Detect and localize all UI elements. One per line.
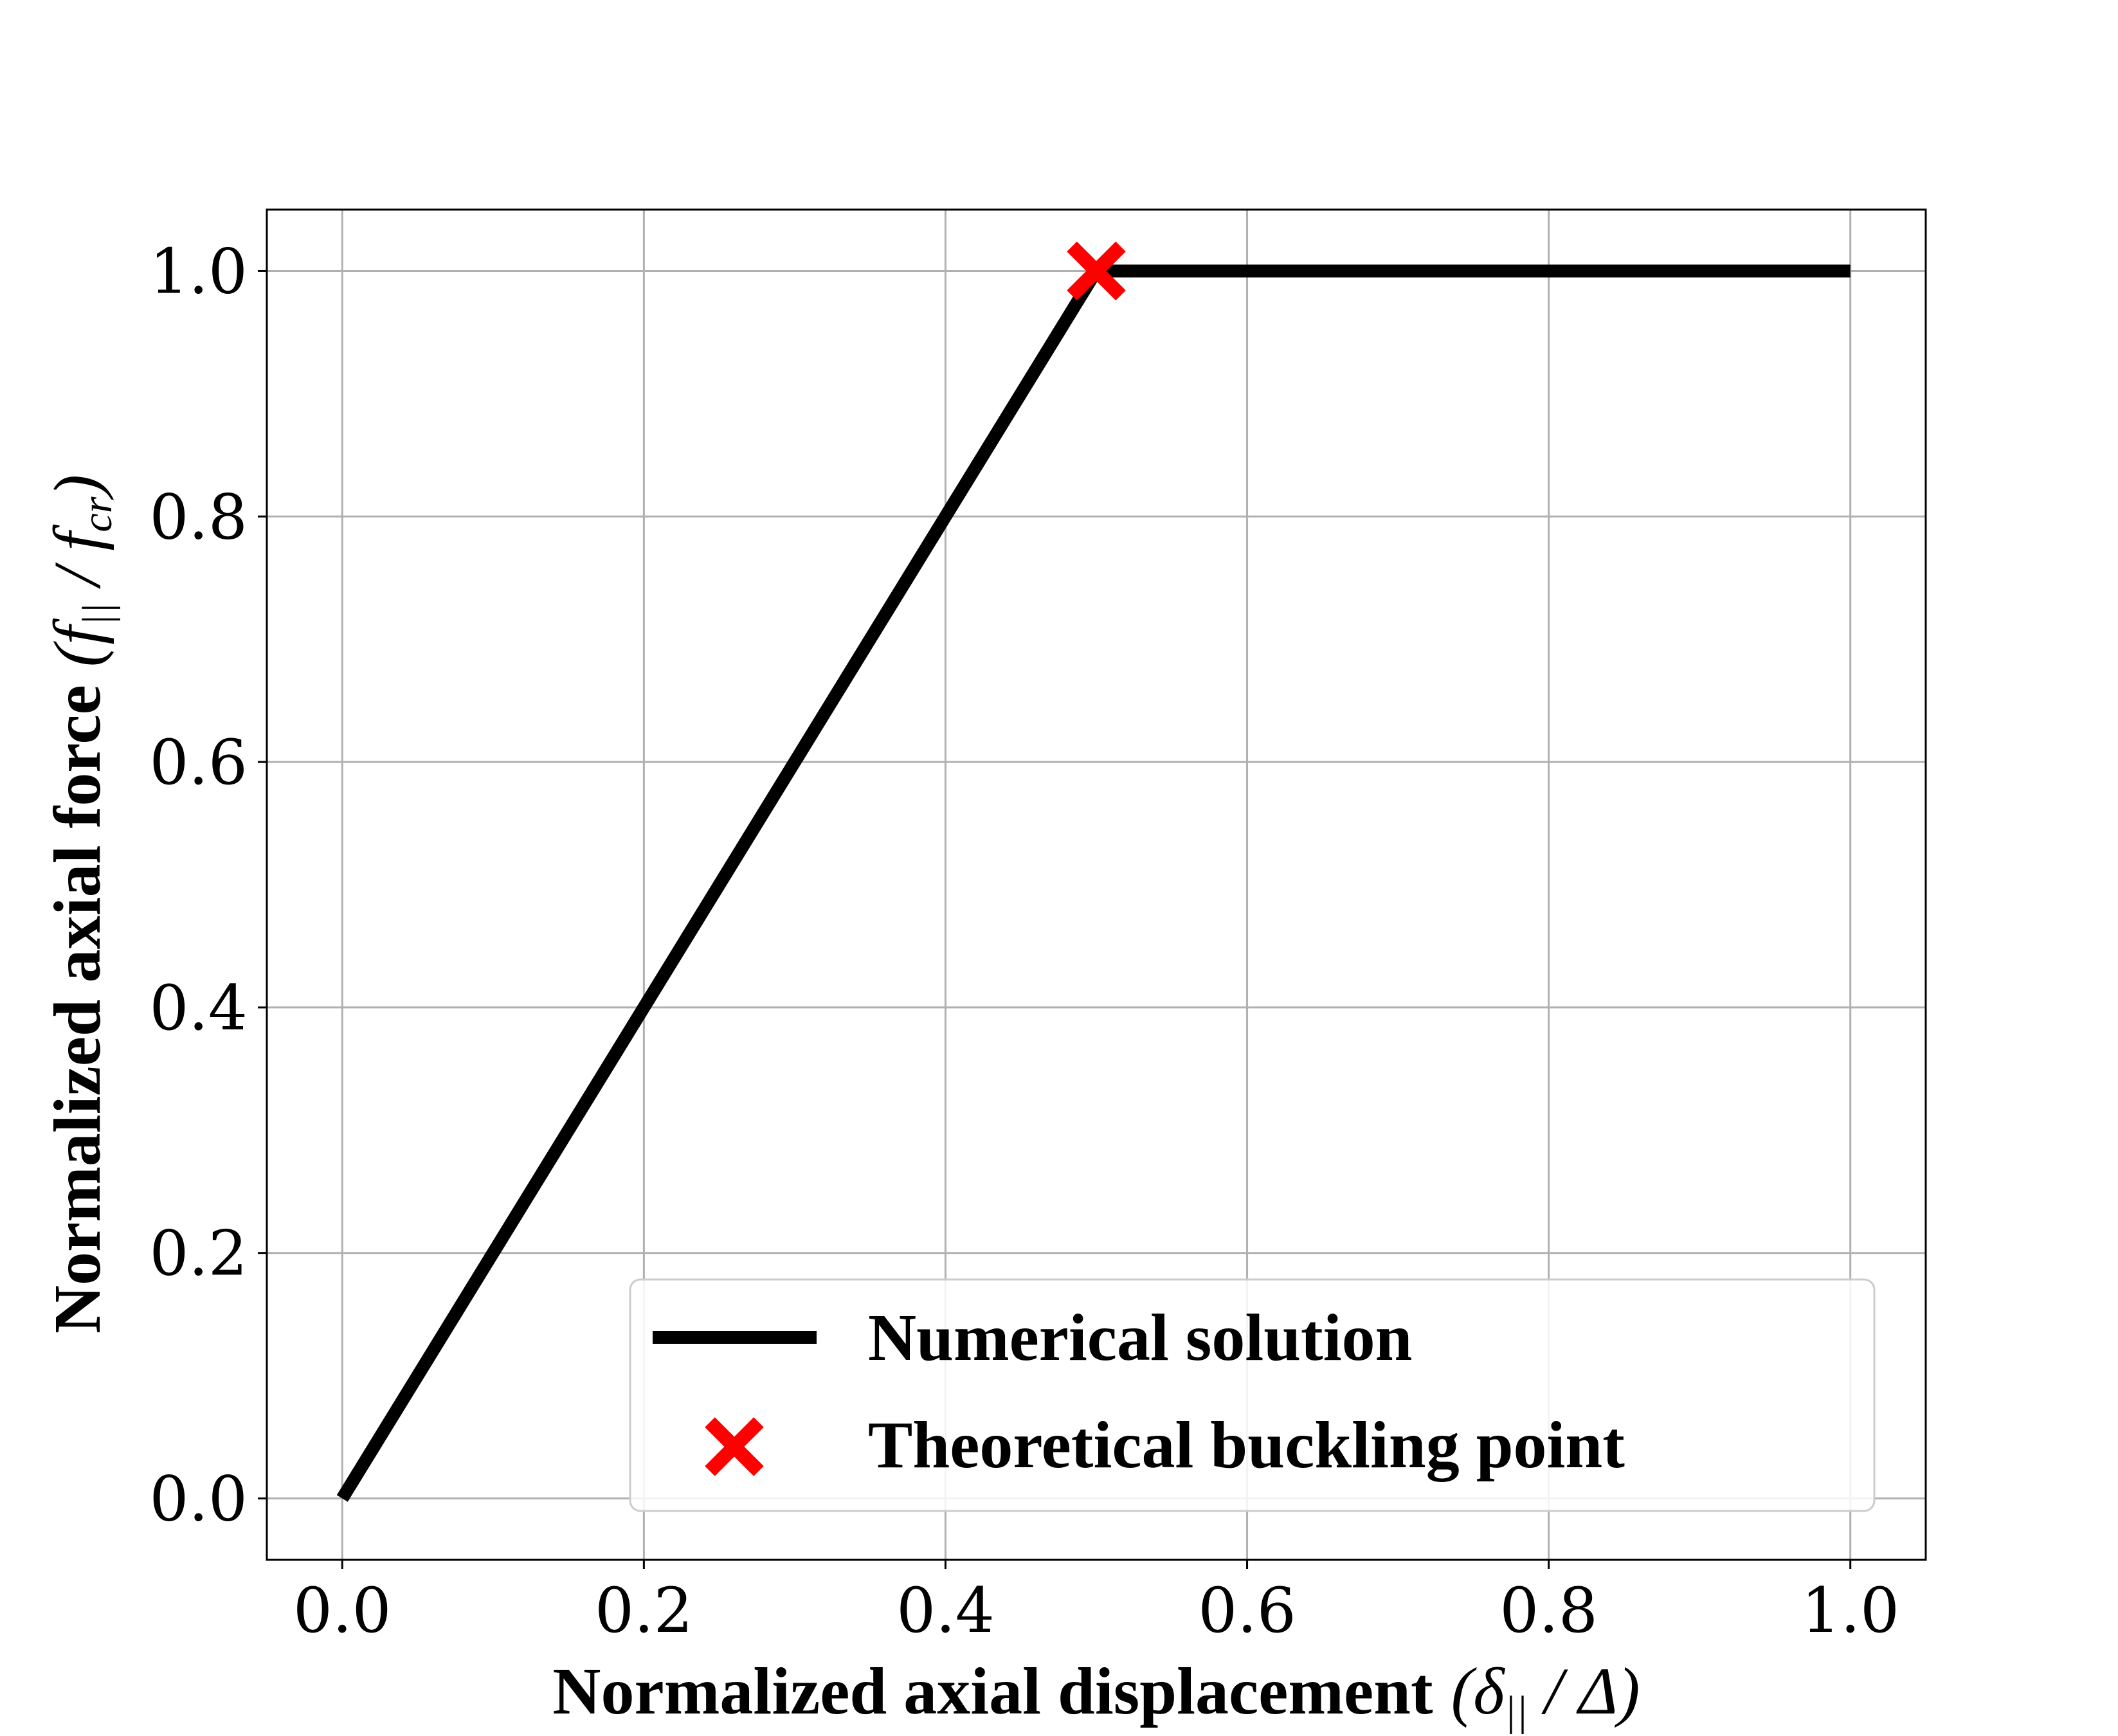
buckling-point-marker-0 xyxy=(1067,241,1126,301)
y-tick-label-0: 0.0 xyxy=(149,1463,248,1535)
y-tick-label-2: 0.4 xyxy=(149,972,248,1044)
legend-label-numerical-solution: Numerical solution xyxy=(868,1301,1412,1375)
x-tick-label-4: 0.8 xyxy=(1499,1575,1598,1647)
y-axis-title-math-mid: / f xyxy=(41,524,114,602)
x-tick-label-5: 1.0 xyxy=(1801,1575,1899,1647)
y-axis-title: Normalized axial force (f|| / fcr) xyxy=(41,475,121,1334)
x-tick-label-1: 0.2 xyxy=(595,1575,693,1647)
plot-series xyxy=(336,241,1851,1502)
y-tick-label-3: 0.6 xyxy=(149,727,248,799)
y-axis-title-math-sub2: cr xyxy=(74,496,121,532)
plot-frame xyxy=(266,208,1927,1561)
x-axis-title: Normalized axial displacement (δ|| / Δ) xyxy=(552,1654,1640,1735)
legend: Numerical solution Theoretical buckling … xyxy=(629,1278,1876,1512)
grid-lines xyxy=(267,210,1926,1560)
legend-label-theoretical-buckling-point: Theoretical buckling point xyxy=(868,1408,1625,1482)
y-axis-title-math-close: ) xyxy=(41,475,114,500)
legend-swatch-marker xyxy=(705,1417,764,1476)
x-axis-title-math-sub: || xyxy=(1505,1688,1528,1735)
legend-x-marker xyxy=(705,1417,764,1476)
y-axis-title-math-sub: || xyxy=(74,602,121,626)
y-tick-label-5: 1.0 xyxy=(149,235,248,307)
x-axis-title-math-open: (δ xyxy=(1451,1654,1506,1728)
legend-x-marker-stroke-b xyxy=(705,1417,764,1476)
x-axis-title-text: Normalized axial displacement xyxy=(552,1654,1433,1728)
legend-box xyxy=(629,1278,1876,1512)
y-tick-label-1: 0.2 xyxy=(149,1218,248,1290)
x-tick-label-0: 0.0 xyxy=(293,1575,392,1647)
y-tick-label-4: 0.8 xyxy=(149,481,248,553)
x-axis-title-math-close: / Δ) xyxy=(1528,1654,1640,1728)
x-tick-label-3: 0.6 xyxy=(1198,1575,1296,1647)
y-axis-title-math-open: (f xyxy=(41,619,114,667)
buckling-point-marker-0-stroke-b xyxy=(1067,241,1126,301)
axis-ticks: 0.0 0.2 0.4 0.6 0.8 1.0 0.0 0.2 0.4 0.6 0.8 1.0 xyxy=(149,235,1899,1647)
y-axis-title-text: Normalized axial force xyxy=(41,685,114,1334)
x-tick-label-2: 0.4 xyxy=(896,1575,995,1647)
